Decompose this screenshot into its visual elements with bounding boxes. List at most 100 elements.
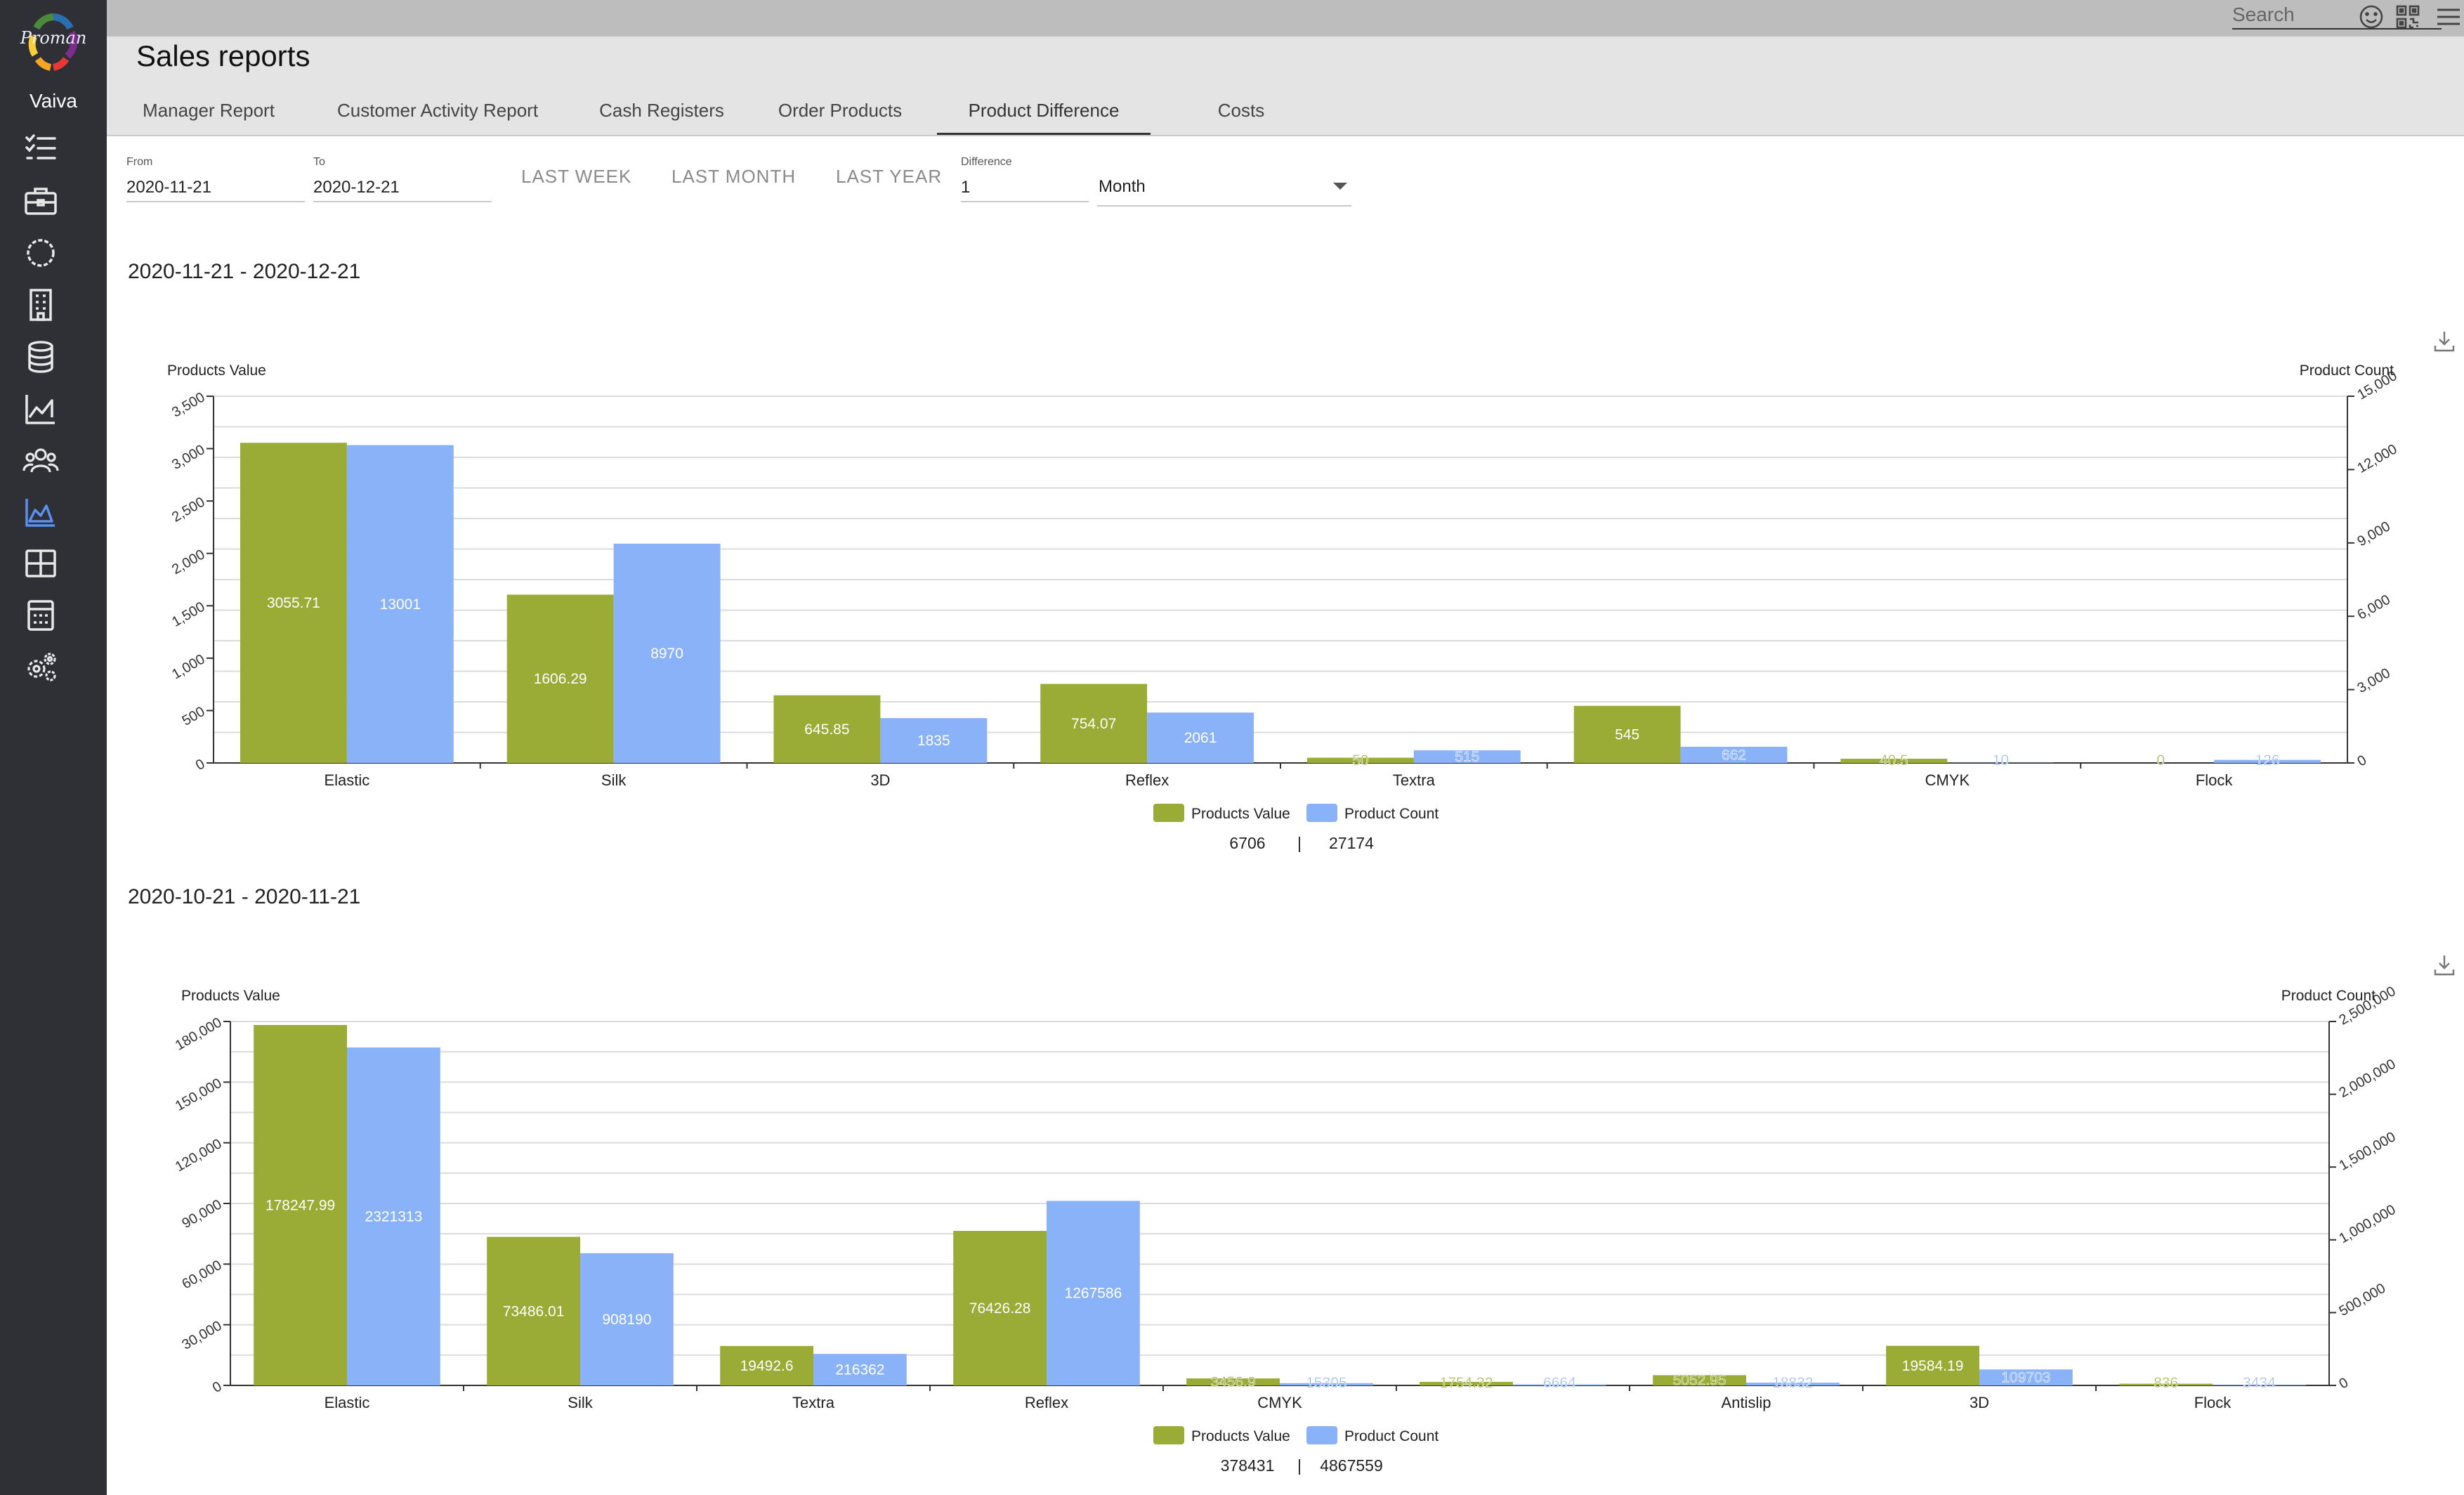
data-label-products-value: 73486.01 xyxy=(503,1303,565,1319)
last-month-button[interactable]: LAST MONTH xyxy=(671,166,797,187)
sidebar-item-tables[interactable] xyxy=(20,542,62,585)
download-icon[interactable] xyxy=(2432,953,2457,978)
smiley-icon[interactable] xyxy=(2357,3,2385,31)
x-tick-label: Textra xyxy=(792,1394,835,1411)
bar-product-count xyxy=(1979,1369,2073,1385)
bar-products-value xyxy=(720,1345,813,1385)
y-axis-label-right: Product Count xyxy=(2300,363,2394,379)
last-year-button[interactable]: LAST YEAR xyxy=(836,166,943,187)
menu-icon[interactable] xyxy=(2432,3,2460,31)
tab-costs[interactable]: Costs xyxy=(1217,100,1265,121)
from-date-input[interactable] xyxy=(126,174,305,202)
y-tick-label-left: 120,000 xyxy=(173,1136,225,1175)
tab-product-difference[interactable]: Product Difference xyxy=(937,86,1151,135)
sidebar: Proman Vaiva xyxy=(0,0,107,1495)
legend-label-products-value: Products Value xyxy=(1191,806,1290,822)
legend-swatch-product-count xyxy=(1306,1426,1337,1444)
y-tick-label-left: 60,000 xyxy=(180,1258,225,1293)
data-label-product-count: 109703 xyxy=(2001,1370,2050,1386)
data-label-product-count: 13001 xyxy=(380,596,421,613)
y-tick-label-right: 500,000 xyxy=(2337,1281,2389,1319)
download-icon[interactable] xyxy=(2432,329,2457,354)
to-label: To xyxy=(313,156,325,168)
briefcase-icon xyxy=(25,188,57,215)
tab-order-products[interactable]: Order Products xyxy=(778,100,903,121)
y-tick-label-left: 3,000 xyxy=(169,442,207,473)
difference-field: Difference xyxy=(961,156,1089,205)
data-label-products-value: 40.5 xyxy=(1880,752,1908,769)
tab-customer-activity-report[interactable]: Customer Activity Report xyxy=(336,100,539,121)
bar-products-value xyxy=(1306,757,1414,763)
chevron-down-icon xyxy=(1333,183,1347,190)
sidebar-item-companies[interactable] xyxy=(20,284,62,326)
bar-products-value xyxy=(487,1236,580,1385)
bar-products-value xyxy=(1040,684,1148,763)
bar-products-value xyxy=(1420,1381,1513,1385)
building-icon xyxy=(30,289,52,321)
proman-logo[interactable]: Proman xyxy=(13,7,94,72)
data-label-products-value: 76426.28 xyxy=(969,1300,1031,1317)
line-chart-icon xyxy=(25,395,55,424)
page-title: Sales reports xyxy=(136,39,310,72)
difference-input[interactable] xyxy=(961,174,1089,202)
data-label-product-count: 1267586 xyxy=(1065,1286,1122,1302)
last-week-button[interactable]: LAST WEEK xyxy=(521,166,632,187)
total-products-value: 378431 xyxy=(1221,1456,1275,1475)
bar-product-count xyxy=(813,1354,907,1385)
user-name[interactable]: Vaiva xyxy=(30,90,77,112)
x-tick-label: 3D xyxy=(870,771,890,789)
sidebar-item-settings[interactable] xyxy=(20,646,62,688)
bar-product-count xyxy=(1280,1383,1373,1385)
y-tick-label-left: 90,000 xyxy=(180,1196,225,1232)
y-tick-label-left: 2,000 xyxy=(169,547,207,577)
to-date-input[interactable] xyxy=(313,174,492,202)
search-input[interactable] xyxy=(2232,1,2442,30)
qr-code-icon[interactable] xyxy=(2394,3,2422,31)
to-date-field: To xyxy=(313,156,492,205)
data-label-products-value: 545 xyxy=(1615,726,1639,743)
calculator-icon xyxy=(27,600,54,631)
bar-products-value xyxy=(1840,758,1948,763)
sidebar-item-users[interactable] xyxy=(20,440,62,482)
x-tick-label: Elastic xyxy=(324,771,369,789)
data-label-products-value: 754.07 xyxy=(1071,716,1116,732)
y-tick-label-left: 150,000 xyxy=(173,1076,225,1114)
x-tick-label: Silk xyxy=(601,771,627,789)
data-label-product-count: 10 xyxy=(1993,752,2009,769)
x-tick-label: Flock xyxy=(2194,1394,2232,1411)
y-tick-label-left: 0 xyxy=(210,1378,225,1396)
sidebar-item-database[interactable] xyxy=(20,336,62,378)
bar-products-value xyxy=(1573,705,1681,763)
total-product-count: 27174 xyxy=(1329,834,1374,852)
y-tick-label-right: 9,000 xyxy=(2355,518,2393,549)
data-label-product-count: 662 xyxy=(1722,747,1746,763)
sidebar-item-statistics[interactable] xyxy=(20,388,62,430)
y-tick-label-left: 3,500 xyxy=(169,389,207,420)
data-label-product-count: 2321313 xyxy=(365,1209,423,1225)
sidebar-item-calculator[interactable] xyxy=(20,594,62,636)
data-label-products-value: 19584.19 xyxy=(1902,1358,1964,1374)
sidebar-item-production[interactable] xyxy=(20,232,62,274)
data-label-product-count: 8970 xyxy=(650,646,683,662)
y-axis-label-right: Product Count xyxy=(2281,988,2375,1004)
y-tick-label-left: 500 xyxy=(180,704,208,729)
bar-products-value xyxy=(1186,1378,1280,1385)
tab-cash-registers[interactable]: Cash Registers xyxy=(599,100,724,121)
data-label-products-value: 178247.99 xyxy=(266,1198,335,1214)
sidebar-item-tasks[interactable] xyxy=(20,128,62,170)
users-icon xyxy=(22,448,59,473)
tab-manager-report[interactable]: Manager Report xyxy=(143,100,275,121)
sidebar-item-orders[interactable] xyxy=(20,180,62,222)
data-label-products-value: 1606.29 xyxy=(534,671,587,687)
legend-swatch-products-value xyxy=(1153,804,1184,822)
x-tick-label: CMYK xyxy=(1925,771,1970,789)
data-label-products-value: 1754.32 xyxy=(1440,1375,1493,1391)
y-tick-label-right: 2,000,000 xyxy=(2337,1057,2399,1102)
sidebar-item-sales-reports[interactable] xyxy=(20,490,62,533)
chart-1: 05001,0001,5002,0002,5003,0003,50003,000… xyxy=(167,363,2399,852)
period-select[interactable]: Month xyxy=(1097,169,1351,207)
bar-products-value xyxy=(953,1231,1047,1385)
area-chart-icon xyxy=(25,499,55,527)
x-tick-label: Reflex xyxy=(1125,771,1169,789)
data-label-product-count: 18832 xyxy=(1772,1375,1813,1391)
